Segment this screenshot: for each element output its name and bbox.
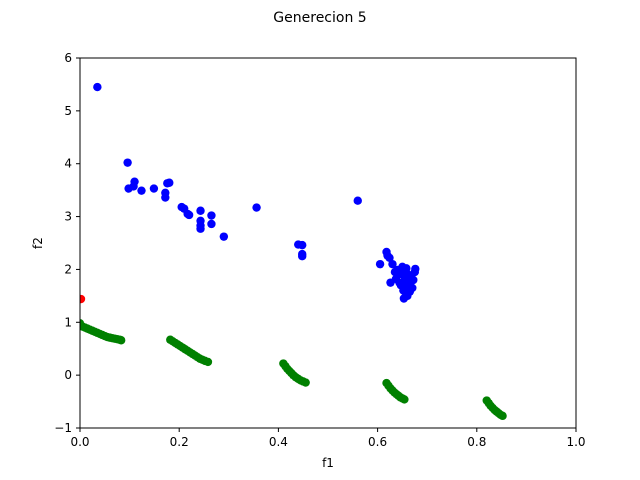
y-tick-label: 6 — [64, 51, 72, 65]
scatter-point — [116, 336, 126, 345]
scatter-point — [252, 203, 261, 212]
x-axis-label: f1 — [322, 456, 334, 470]
x-tick-label: 0.2 — [170, 435, 189, 449]
y-tick-label: −1 — [54, 421, 72, 435]
plot-area — [79, 57, 577, 429]
scatter-point — [80, 294, 86, 304]
scatter-point — [402, 264, 411, 273]
scatter-point — [165, 178, 174, 187]
scatter-point — [400, 395, 409, 404]
scatter-point — [130, 177, 139, 186]
scatter-point — [161, 188, 170, 197]
y-tick-label: 4 — [64, 157, 72, 171]
scatter-point — [184, 210, 194, 220]
scatter-point — [203, 357, 213, 367]
scatter-point — [207, 211, 216, 220]
scatter-point — [196, 206, 205, 215]
scatter-point — [93, 82, 102, 92]
x-tick-label: 0.6 — [368, 435, 387, 449]
scatter-point — [388, 259, 397, 269]
scatter-point — [123, 158, 132, 167]
axes-frame — [79, 57, 577, 429]
y-tick-label: 2 — [64, 262, 72, 276]
scatter-point — [196, 224, 205, 233]
scatter-point — [498, 411, 507, 421]
scatter-point — [408, 283, 417, 293]
scatter-point — [219, 232, 229, 241]
points-layer — [80, 82, 507, 421]
scatter-point — [298, 240, 307, 250]
scatter-point — [353, 196, 362, 205]
scatter-point — [411, 264, 420, 274]
scatter-point — [149, 184, 159, 193]
y-tick-label: 5 — [64, 104, 72, 118]
scatter-point — [207, 219, 216, 229]
x-axis-ticks: 0.0 0.2 0.4 0.6 0.8 1.0 — [70, 428, 586, 449]
x-tick-label: 0.8 — [467, 435, 486, 449]
y-tick-label: 0 — [64, 368, 72, 382]
scatter-point — [301, 378, 310, 387]
scatter-point — [298, 252, 307, 261]
x-tick-label: 1.0 — [566, 435, 585, 449]
x-tick-label: 0.0 — [70, 435, 89, 449]
scatter-point — [409, 275, 418, 285]
y-axis-ticks: −1 0 1 2 3 4 5 6 — [54, 51, 80, 435]
scatter-point — [375, 259, 385, 269]
y-tick-label: 1 — [64, 315, 72, 329]
y-tick-label: 3 — [64, 210, 72, 224]
x-tick-label: 0.4 — [269, 435, 288, 449]
scatter-point — [137, 186, 146, 195]
chart-title: Generecion 5 — [273, 10, 366, 26]
scatter-point — [385, 253, 394, 262]
y-axis-label: f2 — [31, 237, 45, 249]
